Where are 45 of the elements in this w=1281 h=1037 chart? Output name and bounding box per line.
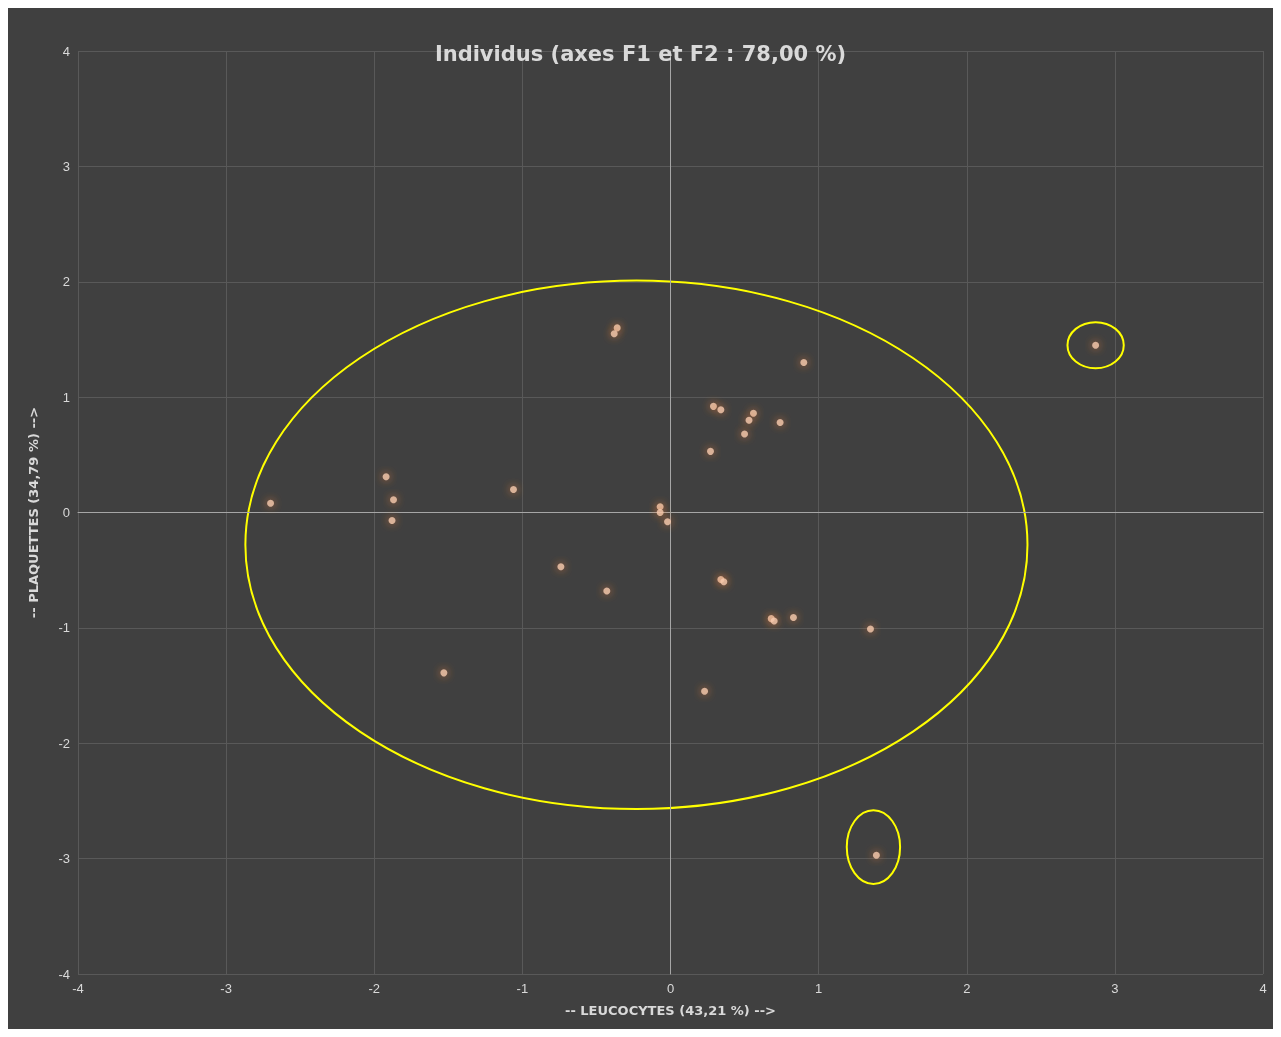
y-tick-label: 3 (62, 158, 70, 174)
y-tick-label: -1 (58, 620, 70, 636)
point (709, 402, 717, 410)
point (664, 518, 672, 526)
y-tick-label: 4 (62, 43, 70, 59)
point (717, 406, 725, 414)
y-tick-label: -2 (58, 735, 70, 751)
y-tick-label: -3 (58, 851, 70, 867)
point (776, 419, 784, 427)
point (603, 587, 611, 595)
point (741, 430, 749, 438)
point (749, 409, 757, 417)
point (382, 473, 390, 481)
point (509, 485, 517, 493)
x-tick-label: 2 (963, 981, 971, 996)
y-axis-title: -- PLAQUETTES (34,79 %) --> (26, 406, 41, 619)
x-tick-label: -1 (516, 981, 529, 996)
point (789, 613, 797, 621)
x-tick-label: -4 (72, 981, 84, 996)
point (866, 625, 874, 633)
x-tick-label: 4 (1259, 981, 1267, 996)
point (610, 330, 618, 338)
y-tick-label: -4 (58, 966, 70, 982)
point (701, 687, 709, 695)
chart-title: Individus (axes F1 et F2 : 78,00 %) (434, 41, 847, 66)
point (1092, 341, 1100, 349)
point (440, 669, 448, 677)
x-tick-label: 1 (815, 981, 823, 996)
y-tick-label: 2 (62, 274, 70, 290)
point (390, 496, 398, 504)
point (800, 359, 808, 367)
point (267, 499, 275, 507)
point (872, 851, 880, 859)
x-axis-title: -- LEUCOCYTES (43,21 %) --> (565, 1003, 776, 1018)
point (557, 563, 565, 571)
x-tick-label: -3 (220, 981, 232, 996)
y-tick-label: 0 (62, 505, 70, 520)
point (656, 509, 664, 516)
x-tick-label: 3 (1111, 981, 1119, 996)
x-tick-label: 0 (666, 981, 675, 996)
point (388, 517, 396, 525)
x-tick-label: -2 (368, 981, 381, 996)
point (707, 447, 714, 455)
point (613, 324, 621, 332)
y-tick-label: 1 (62, 389, 70, 405)
